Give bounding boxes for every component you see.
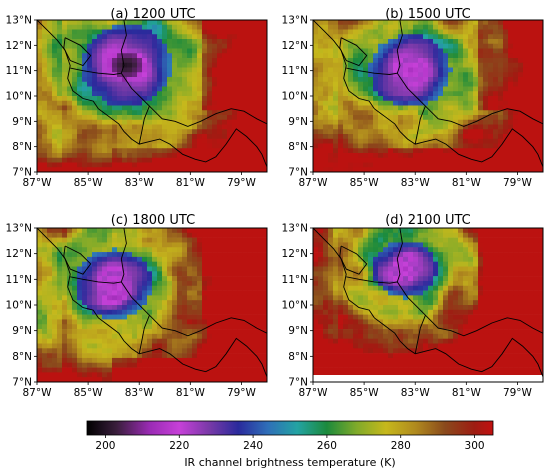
country-border [414, 315, 426, 354]
longitude-tick-label: 81°W [452, 177, 482, 189]
longitude-tick-label: 87°W [23, 177, 53, 189]
longitude-tick-label: 85°W [74, 177, 104, 189]
latitude-tick-label: 7°N [12, 167, 32, 179]
longitude-tick-label: 83°W [125, 177, 155, 189]
country-border [313, 228, 316, 229]
latitude-tick-label: 10°N [6, 91, 32, 103]
latitude-tick-label: 12°N [282, 40, 308, 52]
latitude-tick-label: 9°N [288, 116, 308, 128]
latitude-tick-label: 11°N [6, 65, 32, 77]
pacific-coastline [313, 228, 543, 378]
country-border [70, 67, 122, 75]
country-border [346, 67, 398, 75]
longitude-tick-label: 79°W [503, 177, 533, 189]
latitude-tick-label: 7°N [12, 377, 32, 389]
country-border [138, 315, 150, 354]
latitude-tick-label: 10°N [6, 300, 32, 312]
latitude-tick-label: 8°N [12, 141, 32, 153]
pacific-coastline [37, 20, 267, 168]
latitude-tick-label: 11°N [6, 274, 32, 286]
panel-c: (c) 1800 UTC 13°N 12°N 11°N 10°N 9°N 8°N 7°N87… [6, 213, 268, 399]
longitude-tick-label: 87°W [23, 387, 53, 399]
longitude-tick-label: 83°W [401, 387, 431, 399]
panel-title: (d) 2100 UTC [385, 213, 471, 228]
lake-nicaragua-outline [63, 37, 92, 67]
latitude-tick-label: 8°N [288, 351, 308, 363]
latitude-tick-label: 9°N [12, 325, 32, 337]
country-border [313, 20, 316, 21]
ir-map: 13°N 12°N 11°N 10°N 9°N 8°N 7°N87°W 85°W 83°W 81°… [282, 15, 544, 189]
latitude-tick-label: 11°N [282, 274, 308, 286]
colorbar-tick-label: 240 [243, 440, 263, 452]
latitude-tick-label: 7°N [288, 377, 308, 389]
longitude-tick-label: 81°W [176, 387, 206, 399]
latitude-tick-label: 13°N [6, 223, 32, 235]
country-border [37, 20, 40, 21]
country-border [414, 105, 426, 145]
latitude-tick-label: 13°N [6, 15, 32, 27]
longitude-tick-label: 81°W [452, 387, 482, 399]
latitude-tick-label: 8°N [288, 141, 308, 153]
panel-d: (d) 2100 UTC 13°N 12°N 11°N 10°N 9°N 8°N 7°N87… [282, 213, 544, 399]
colorbar-tick-label: 280 [391, 440, 411, 452]
pacific-coastline [313, 20, 543, 168]
longitude-tick-label: 85°W [350, 177, 380, 189]
latitude-tick-label: 13°N [282, 15, 308, 27]
colorbar-tick-label: 260 [317, 440, 337, 452]
caribbean-coastline [396, 228, 543, 337]
brightness-field [37, 228, 267, 382]
latitude-tick-label: 9°N [12, 116, 32, 128]
colorbar-ticks: 200 220 240 260 280 300 [95, 435, 485, 452]
colorbar-tick-label: 200 [95, 440, 115, 452]
latitude-tick-label: 10°N [282, 300, 308, 312]
brightness-field [37, 20, 267, 172]
caribbean-coastline [120, 20, 267, 127]
longitude-tick-label: 87°W [299, 387, 329, 399]
colorbar-tick-label: 220 [169, 440, 189, 452]
lake-nicaragua-outline [339, 37, 368, 67]
panel-title: (a) 1200 UTC [110, 7, 195, 22]
latitude-tick-label: 12°N [282, 248, 308, 260]
latitude-tick-label: 13°N [282, 223, 308, 235]
latitude-tick-label: 10°N [282, 91, 308, 103]
longitude-tick-label: 79°W [227, 177, 257, 189]
panel-title: (b) 1500 UTC [385, 7, 471, 22]
pacific-coastline [37, 228, 267, 378]
colorbar: 200 220 240 260 280 300 IR channel brightness… [86, 420, 494, 469]
lake-nicaragua-outline [339, 245, 368, 275]
latitude-tick-label: 12°N [6, 40, 32, 52]
country-border [138, 105, 150, 145]
latitude-tick-label: 8°N [12, 351, 32, 363]
lake-nicaragua-outline [63, 245, 92, 275]
longitude-tick-label: 81°W [176, 177, 206, 189]
latitude-tick-label: 7°N [288, 167, 308, 179]
brightness-field [313, 20, 543, 172]
longitude-tick-label: 83°W [125, 387, 155, 399]
longitude-tick-label: 83°W [401, 177, 431, 189]
caribbean-coastline [396, 20, 543, 127]
ir-map: 13°N 12°N 11°N 10°N 9°N 8°N 7°N87°W 85°W 83°W 81°… [282, 223, 544, 399]
caribbean-coastline [120, 228, 267, 337]
longitude-tick-label: 79°W [227, 387, 257, 399]
ir-map: 13°N 12°N 11°N 10°N 9°N 8°N 7°N87°W 85°W 83°W 81°… [6, 15, 268, 189]
brightness-field [313, 228, 543, 382]
country-border [70, 276, 122, 284]
colorbar-tick-label: 300 [465, 440, 485, 452]
country-border [346, 276, 398, 284]
latitude-tick-label: 11°N [282, 65, 308, 77]
longitude-tick-label: 79°W [503, 387, 533, 399]
colorbar-scale [86, 420, 494, 436]
longitude-tick-label: 87°W [299, 177, 329, 189]
latitude-tick-label: 9°N [288, 325, 308, 337]
panel-b: (b) 1500 UTC 13°N 12°N 11°N 10°N 9°N 8°N 7°N87… [282, 7, 544, 189]
panel-a: (a) 1200 UTC 13°N 12°N 11°N 10°N 9°N 8°N 7°N87… [6, 7, 268, 189]
ir-map: 13°N 12°N 11°N 10°N 9°N 8°N 7°N87°W 85°W 83°W 81°… [6, 223, 268, 399]
country-border [37, 228, 40, 229]
longitude-tick-label: 85°W [350, 387, 380, 399]
latitude-tick-label: 12°N [6, 248, 32, 260]
panel-title: (c) 1800 UTC [111, 213, 195, 228]
colorbar-label: IR channel brightness temperature (K) [184, 456, 395, 469]
longitude-tick-label: 85°W [74, 387, 104, 399]
